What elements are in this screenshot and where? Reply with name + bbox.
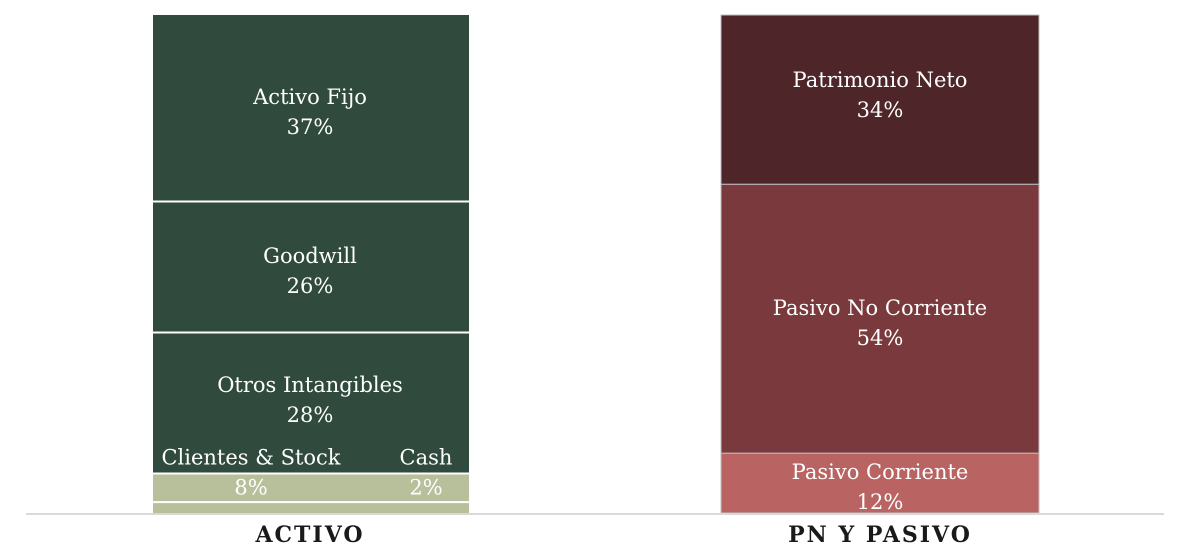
segment-value-otros-intangibles: 28% (287, 403, 334, 427)
segment-value-pasivo-corriente: 12% (857, 490, 904, 514)
segment-value-goodwill: 26% (287, 274, 334, 298)
segment-label-patrimonio-neto: Patrimonio Neto (793, 68, 968, 92)
bars-layer (153, 14, 1040, 514)
segment-label-otros-intangibles: Otros Intangibles (217, 373, 403, 397)
labels-layer: Activo Fijo 37% Goodwill 26% Otros Intangibl… (161, 68, 987, 514)
bar-segment-pasivo-corriente (720, 452, 1040, 514)
segment-value-patrimonio-neto: 34% (857, 98, 904, 122)
segment-value-activo-fijo: 37% (287, 115, 334, 139)
bar-segment-otros-intangibles (153, 332, 469, 474)
segment-label-pasivo-no-corriente: Pasivo No Corriente (773, 296, 987, 320)
x-label-pn-y-pasivo: PN Y PASIVO (788, 522, 972, 546)
bar-segment-pasivo-no-corriente (720, 183, 1040, 454)
bar-segment-goodwill (153, 201, 469, 333)
x-label-activo: ACTIVO (254, 522, 364, 546)
segment-label-clientes-and-stock: Clientes & Stock (161, 446, 340, 470)
segment-value-pasivo-no-corriente: 54% (857, 326, 904, 350)
bar-segment-cash (153, 503, 469, 513)
bar-segment-patrimonio-neto (720, 14, 1040, 185)
segment-value-cash: 2% (409, 476, 442, 500)
segment-label-pasivo-corriente: Pasivo Corriente (792, 460, 969, 484)
bar-segment-activo-fijo (153, 15, 469, 202)
segment-label-goodwill: Goodwill (263, 244, 357, 268)
segment-label-cash: Cash (400, 446, 453, 470)
segment-label-activo-fijo: Activo Fijo (252, 85, 367, 109)
segment-value-clientes-and-stock: 8% (234, 476, 267, 500)
